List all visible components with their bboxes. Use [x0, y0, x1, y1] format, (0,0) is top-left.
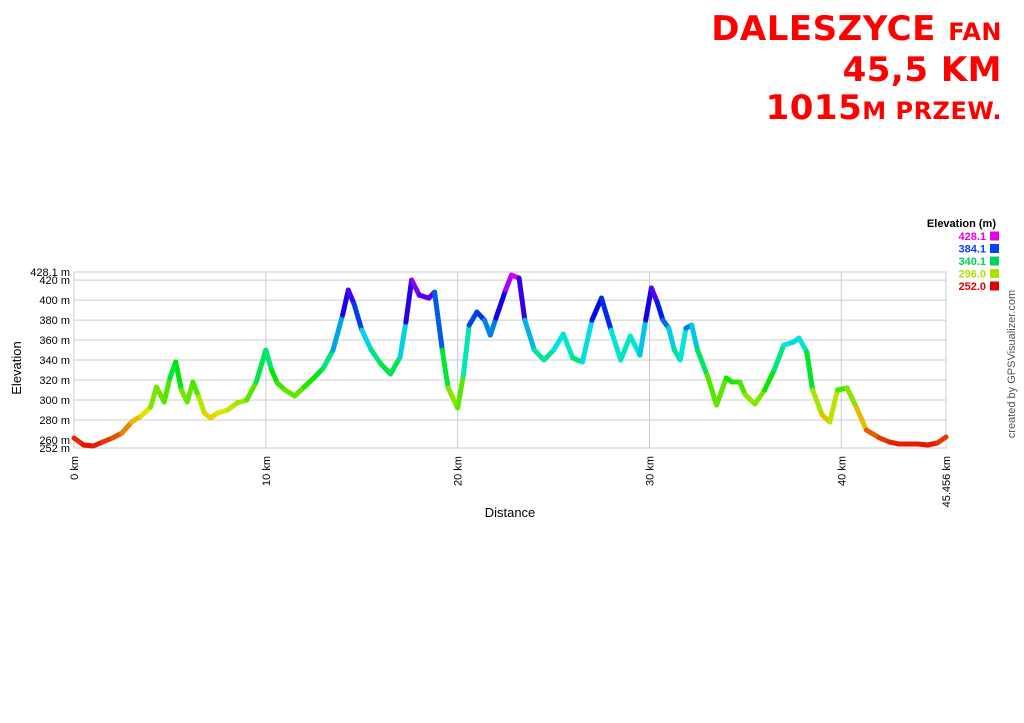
y-tick-label: 280 m — [39, 415, 70, 427]
legend-label: 252.0 — [958, 281, 986, 293]
elevation-segment — [253, 347, 269, 385]
y-tick-label: 420 m — [39, 275, 70, 287]
y-tick-label: 252 m — [39, 443, 70, 455]
elevation-segment — [771, 342, 787, 373]
y-tick-label: 428.1 m — [30, 267, 70, 279]
title-climb-value: 1015 — [765, 88, 863, 128]
elevation-segment — [762, 367, 777, 393]
legend-label: 296.0 — [958, 269, 986, 281]
x-tick-label: 0 km — [69, 456, 81, 480]
elevation-segment — [810, 387, 825, 418]
y-tick-label: 340 m — [39, 355, 70, 367]
elevation-segment — [666, 325, 677, 353]
elevation-segment — [403, 277, 415, 325]
x-tick-label: 10 km — [261, 456, 273, 486]
x-tick-label: 20 km — [453, 456, 465, 486]
elevation-segment — [409, 277, 422, 298]
elevation-segment — [689, 322, 700, 353]
elevation-segment — [560, 331, 576, 361]
elevation-segment — [704, 372, 720, 408]
elevation-segment — [244, 379, 259, 403]
elevation-segment — [677, 325, 689, 363]
elevation-segment — [368, 347, 384, 367]
elevation-segment — [863, 427, 883, 441]
title-line-3: 1015M PRZEW. — [711, 89, 1002, 130]
elevation-segment — [439, 347, 451, 391]
elevation-segment — [618, 333, 633, 363]
y-tick-label: 400 m — [39, 295, 70, 307]
x-tick-label: 30 km — [645, 456, 657, 486]
elevation-segment — [637, 317, 649, 358]
gpsvisualizer-credit: created by GPSVisualizer.com — [1006, 290, 1018, 438]
title-climb-unit: M PRZEW. — [862, 97, 1002, 125]
elevation-segment — [263, 347, 275, 373]
grid-lines — [74, 272, 946, 448]
elevation-segment — [934, 434, 949, 446]
x-axis-label: Distance — [485, 505, 536, 520]
elevation-segment — [752, 387, 768, 407]
plot-frame — [73, 271, 947, 449]
legend-swatch — [990, 256, 999, 266]
legend-swatch — [990, 269, 999, 278]
elevation-segment — [844, 385, 860, 411]
elevation-segment — [345, 287, 357, 307]
elevation-segment — [516, 275, 528, 323]
legend-label: 340.1 — [958, 256, 986, 268]
elevation-profile — [71, 272, 949, 449]
elevation-segment — [608, 327, 624, 363]
y-axis-label: Elevation — [9, 341, 24, 394]
elevation-segment — [796, 335, 810, 355]
y-tick-label: 300 m — [39, 395, 70, 407]
elevation-segment — [351, 301, 365, 333]
elevation-segment — [432, 289, 445, 353]
elevation-segment — [460, 322, 472, 378]
legend-label: 384.1 — [958, 244, 986, 256]
elevation-segment — [648, 285, 660, 305]
y-tick-label: 360 m — [39, 335, 70, 347]
elevation-segment — [643, 285, 654, 323]
route-title: DALESZYCE FAN 45,5 KM 1015M PRZEW. — [711, 10, 1002, 130]
y-tick-label: 320 m — [39, 375, 70, 387]
legend-swatch — [990, 244, 999, 253]
legend-label: 428.1 — [958, 231, 986, 243]
legend-title: Elevation (m) — [927, 218, 996, 230]
elevation-segment — [804, 349, 816, 393]
elevation-segment — [695, 347, 710, 378]
elevation-segment — [599, 295, 614, 333]
elevation-segment — [503, 272, 514, 293]
elevation-segment — [589, 295, 604, 323]
elevation-segment — [827, 387, 840, 425]
y-tick-label: 260 m — [39, 435, 70, 447]
legend-swatch — [990, 281, 999, 291]
elevation-segment — [854, 405, 869, 433]
y-tick-label: 380 m — [39, 315, 70, 327]
x-tick-label: 40 km — [836, 456, 848, 486]
title-type: FAN — [948, 18, 1002, 46]
elevation-segment — [714, 375, 729, 408]
elevation-segment — [196, 394, 207, 416]
elevation-segment — [579, 317, 595, 365]
elevation-segment — [190, 379, 202, 400]
x-tick-labels: 0 km 10 km 20 km 30 km 40 km 45.456 km — [69, 456, 953, 507]
elevation-segment — [320, 347, 336, 371]
elevation-segment — [522, 317, 537, 353]
elevation-segment — [173, 359, 184, 393]
elevation-segment — [359, 327, 374, 353]
title-line-2: 45,5 KM — [842, 50, 1002, 90]
elevation-segment — [487, 315, 499, 338]
elevation-segment — [654, 299, 666, 323]
legend-swatch — [990, 231, 999, 241]
elevation-segment — [161, 375, 173, 405]
x-tick-label: 45.456 km — [941, 456, 953, 507]
elevation-segment — [388, 354, 403, 377]
elevation-segment — [397, 319, 409, 360]
title-place: DALESZYCE — [711, 9, 936, 49]
elevation-segment — [493, 287, 509, 321]
elevation-segment — [330, 312, 346, 353]
title-line-1: DALESZYCE FAN — [711, 10, 1002, 51]
elevation-segment — [455, 372, 466, 411]
